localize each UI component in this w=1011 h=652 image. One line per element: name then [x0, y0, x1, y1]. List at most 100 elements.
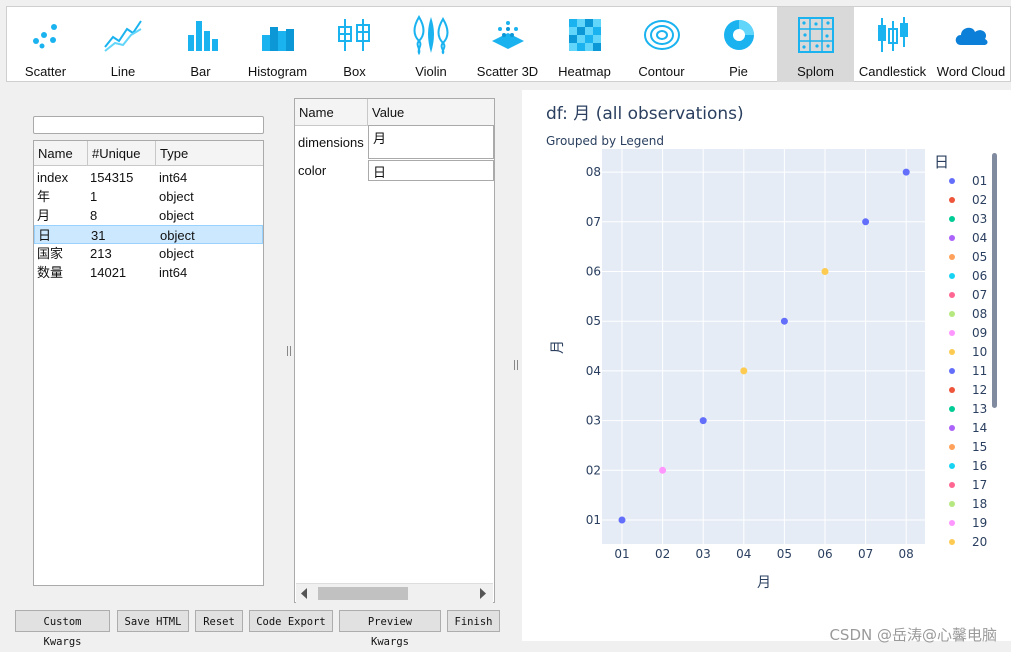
- kwargs-header-name[interactable]: Name: [295, 99, 368, 126]
- y-tick-label: 06: [586, 265, 601, 279]
- tool-scatter[interactable]: Scatter: [7, 7, 84, 82]
- scroll-thumb: [318, 587, 408, 600]
- column-unique-count: 154315: [90, 170, 134, 185]
- save-html-button[interactable]: Save HTML: [117, 610, 189, 632]
- tool-word-cloud[interactable]: Word Cloud: [931, 7, 1011, 82]
- legend-marker: [949, 292, 955, 298]
- tool-splom[interactable]: Splom: [777, 7, 854, 82]
- legend-title: 日: [934, 153, 949, 171]
- legend-marker: [949, 463, 955, 469]
- legend-entry: 08: [972, 307, 987, 321]
- column-search-input[interactable]: [33, 116, 264, 134]
- scroll-right-icon: [480, 588, 486, 599]
- kwargs-table: Name Value dimensions 月 color 日: [294, 98, 495, 603]
- right-splitter-handle[interactable]: [514, 360, 518, 370]
- y-tick-label: 01: [586, 513, 601, 527]
- tool-pie[interactable]: Pie: [700, 7, 777, 82]
- chart-subtitle: Grouped by Legend: [546, 134, 664, 148]
- x-tick-label: 04: [736, 547, 751, 561]
- data-point: [902, 168, 910, 176]
- splom-icon: [797, 17, 834, 53]
- tool-bar[interactable]: Bar: [162, 7, 239, 82]
- kwargs-header-value[interactable]: Value: [368, 99, 494, 126]
- tool-line[interactable]: Line: [84, 7, 162, 82]
- kwarg-value-color[interactable]: 日: [368, 160, 494, 181]
- tool-label: Candlestick: [858, 64, 927, 79]
- box-icon: [337, 19, 370, 51]
- legend-marker: [949, 235, 955, 241]
- left-splitter-handle[interactable]: [287, 346, 291, 356]
- legend-marker: [949, 501, 955, 507]
- scatter-icon: [32, 24, 57, 49]
- plot-view[interactable]: df: 月 (all observations) Grouped by Lege…: [522, 90, 1011, 641]
- tool-label: Scatter: [24, 64, 67, 79]
- data-point: [740, 367, 748, 375]
- candlestick-icon: [877, 17, 908, 52]
- legend-marker: [949, 444, 955, 450]
- legend-entry: 06: [972, 269, 987, 283]
- col-header-unique[interactable]: #Unique: [88, 141, 156, 166]
- histogram-icon: [261, 27, 294, 51]
- tool-heatmap[interactable]: Heatmap: [546, 7, 623, 82]
- legend-marker: [949, 387, 955, 393]
- legend-marker: [949, 425, 955, 431]
- tool-label: Line: [110, 64, 136, 79]
- tool-box[interactable]: Box: [316, 7, 393, 82]
- tool-label: Splom: [797, 64, 834, 79]
- chart-title: df: 月 (all observations): [546, 104, 744, 124]
- column-unique-count: 1: [90, 189, 98, 204]
- reset-button[interactable]: Reset: [195, 610, 243, 632]
- column-unique-count: 31: [91, 228, 106, 243]
- kwarg-value-dimensions[interactable]: 月: [368, 125, 494, 159]
- data-point: [699, 417, 707, 425]
- col-header-name[interactable]: Name: [34, 141, 88, 166]
- custom-kwargs-button[interactable]: Custom Kwargs: [15, 610, 110, 648]
- column-row[interactable]: 国家 213 object: [34, 244, 263, 263]
- kwarg-name-dimensions: dimensions: [298, 135, 364, 150]
- tool-histogram[interactable]: Histogram: [239, 7, 316, 82]
- legend-marker: [949, 349, 955, 355]
- code-export-button[interactable]: Code Export: [249, 610, 333, 632]
- y-axis-label: 月: [550, 340, 566, 354]
- contour-icon: [643, 20, 680, 50]
- column-name: 年: [37, 189, 51, 204]
- x-tick-label: 02: [655, 547, 670, 561]
- column-row[interactable]: 年 1 object: [34, 187, 263, 206]
- heatmap-icon: [568, 19, 601, 51]
- legend-marker: [949, 311, 955, 317]
- preview-kwargs-button[interactable]: Preview Kwargs: [339, 610, 441, 648]
- column-row[interactable]: 月 8 object: [34, 206, 263, 225]
- chart-type-toolbar: Scatter Line Bar Histogram Box Violin Scatter …: [6, 6, 1011, 82]
- col-header-type[interactable]: Type: [156, 141, 263, 166]
- legend-entry: 16: [972, 459, 987, 473]
- y-tick-label: 03: [586, 414, 601, 428]
- column-unique-count: 8: [90, 208, 98, 223]
- column-row[interactable]: 数量 14021 int64: [34, 263, 263, 282]
- column-type: int64: [159, 265, 188, 280]
- x-tick-label: 03: [696, 547, 711, 561]
- tool-violin[interactable]: Violin: [393, 7, 469, 82]
- y-tick-label: 08: [586, 165, 601, 179]
- word-cloud-icon: [955, 27, 988, 45]
- x-tick-label: 06: [817, 547, 832, 561]
- legend-marker: [949, 197, 955, 203]
- tool-contour[interactable]: Contour: [623, 7, 700, 82]
- column-type: object: [160, 228, 195, 243]
- legend-entry: 13: [972, 402, 987, 416]
- data-point: [659, 466, 667, 474]
- y-tick-label: 07: [586, 215, 601, 229]
- y-tick-label: 02: [586, 463, 601, 477]
- tool-label: Pie: [729, 64, 748, 79]
- tool-label: Violin: [415, 64, 447, 79]
- tool-label: Heatmap: [558, 64, 611, 79]
- column-row[interactable]: index 154315 int64: [34, 168, 263, 187]
- column-row[interactable]: 日 31 object: [34, 225, 263, 244]
- tool-candlestick[interactable]: Candlestick: [854, 7, 931, 82]
- legend-entry: 18: [972, 497, 987, 511]
- column-name: 数量: [37, 265, 64, 280]
- kwargs-horizontal-scrollbar[interactable]: [296, 583, 493, 603]
- columns-table: Name #Unique Type index 154315 int64 年 1 obje…: [33, 140, 264, 586]
- finish-button[interactable]: Finish: [447, 610, 500, 632]
- legend-marker: [949, 254, 955, 260]
- tool-scatter-3d[interactable]: Scatter 3D: [469, 7, 546, 82]
